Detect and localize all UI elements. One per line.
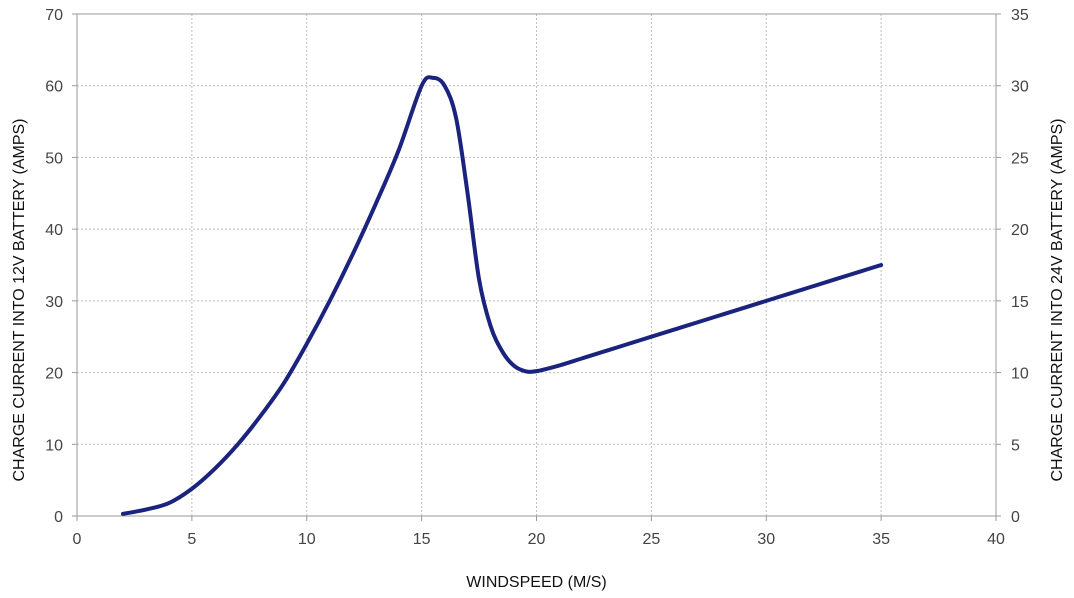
x-tick-labels: 0 5 10 15 20 25 30 35 40 <box>73 531 1005 548</box>
y2-tick-label: 0 <box>1011 509 1020 526</box>
y-tick-label: 10 <box>45 437 63 454</box>
y2-tick-label: 20 <box>1011 222 1029 239</box>
y-tick-labels: 0 10 20 30 40 50 60 70 <box>45 7 63 526</box>
y2-tick-label: 15 <box>1011 294 1029 311</box>
x-tick-label: 25 <box>642 531 660 548</box>
x-axis-title: WINDSPEED (M/S) <box>466 574 606 591</box>
x-tick-label: 5 <box>187 531 196 548</box>
x-tick-label: 10 <box>298 531 316 548</box>
plot-frame <box>76 13 997 517</box>
y-tick-label: 50 <box>45 150 63 167</box>
y-tick-label: 30 <box>45 294 63 311</box>
y-axis-title: CHARGE CURRENT INTO 12V BATTERY (AMPS) <box>11 118 28 481</box>
x-tick-label: 20 <box>528 531 546 548</box>
x-tick-label: 0 <box>73 531 82 548</box>
x-tick-label: 40 <box>987 531 1005 548</box>
y2-axis-title: CHARGE CURRENT INTO 24V BATTERY (AMPS) <box>1049 118 1066 481</box>
tick-marks <box>72 13 1001 521</box>
grid <box>77 14 996 516</box>
y2-tick-label: 10 <box>1011 366 1029 383</box>
y2-tick-label: 30 <box>1011 79 1029 96</box>
series-line <box>120 75 884 516</box>
x-tick-label: 15 <box>413 531 431 548</box>
y2-tick-label: 5 <box>1011 437 1020 454</box>
y-tick-label: 60 <box>45 79 63 96</box>
y2-tick-labels: 0 5 10 15 20 25 30 35 <box>1011 7 1029 526</box>
y2-tick-label: 25 <box>1011 150 1029 167</box>
y-tick-label: 20 <box>45 366 63 383</box>
y2-tick-label: 35 <box>1011 7 1029 24</box>
y-tick-label: 70 <box>45 7 63 24</box>
x-tick-label: 35 <box>872 531 890 548</box>
x-tick-label: 30 <box>757 531 775 548</box>
y-tick-label: 0 <box>54 509 63 526</box>
y-tick-label: 40 <box>45 222 63 239</box>
